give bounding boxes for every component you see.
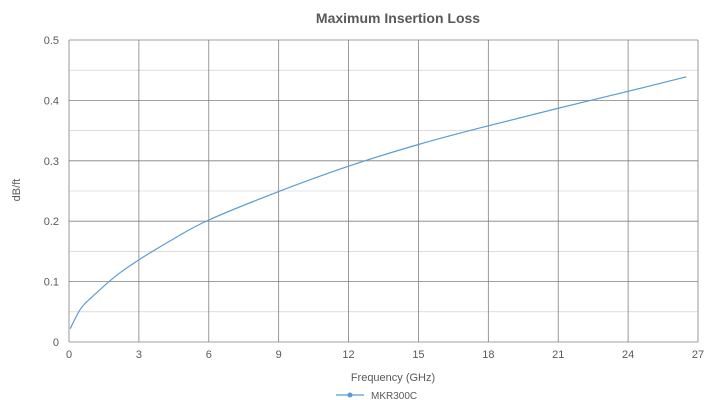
y-tick-label: 0 bbox=[53, 337, 59, 349]
y-axis-label: dB/ft bbox=[11, 179, 23, 202]
x-tick-label: 3 bbox=[136, 349, 142, 361]
y-tick-label: 0.4 bbox=[44, 95, 59, 107]
chart-title: Maximum Insertion Loss bbox=[316, 10, 480, 26]
grid bbox=[68, 39, 699, 343]
x-tick-label: 15 bbox=[412, 349, 424, 361]
series-line-mkr300c bbox=[69, 76, 687, 329]
x-tick-label: 24 bbox=[622, 349, 634, 361]
y-tick-label: 0.5 bbox=[44, 35, 59, 47]
x-axis-ticks: 0 3 6 9 12 15 18 21 24 27 bbox=[66, 349, 704, 361]
y-tick-label: 0.2 bbox=[44, 216, 59, 228]
y-tick-label: 0.1 bbox=[44, 277, 59, 289]
x-tick-label: 0 bbox=[66, 349, 72, 361]
x-tick-label: 18 bbox=[482, 349, 494, 361]
y-axis-ticks: 0 0.1 0.2 0.3 0.4 0.5 bbox=[44, 35, 59, 349]
x-axis-label: Frequency (GHz) bbox=[351, 372, 435, 384]
legend-marker bbox=[347, 392, 353, 398]
y-tick-label: 0.3 bbox=[44, 156, 59, 168]
x-tick-label: 27 bbox=[692, 349, 704, 361]
x-tick-label: 9 bbox=[276, 349, 282, 361]
x-tick-label: 21 bbox=[552, 349, 564, 361]
legend-label: MKR300C bbox=[371, 391, 417, 400]
x-tick-label: 6 bbox=[206, 349, 212, 361]
legend: MKR300C bbox=[336, 391, 417, 400]
x-tick-label: 12 bbox=[342, 349, 354, 361]
